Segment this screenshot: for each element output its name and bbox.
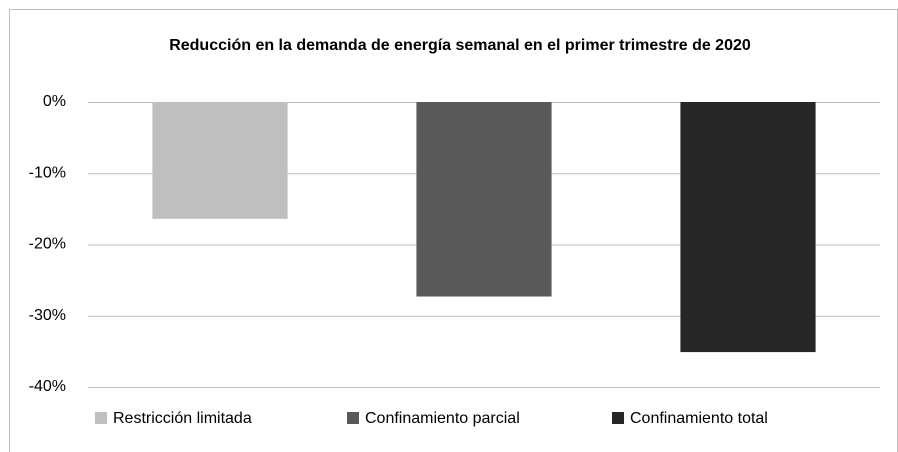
bar	[416, 102, 552, 297]
legend-swatch	[347, 412, 359, 424]
legend-swatch	[612, 412, 624, 424]
chart-title: Reducción en la demanda de energía seman…	[169, 37, 751, 54]
legend-swatch	[95, 412, 107, 424]
legend-label: Confinamiento parcial	[365, 410, 520, 427]
legend-label: Restricción limitada	[113, 410, 252, 427]
y-tick-label: -10%	[29, 164, 66, 181]
y-tick-label: -30%	[29, 307, 66, 324]
bar	[680, 102, 816, 353]
y-tick-label: 0%	[43, 93, 66, 110]
bar	[152, 102, 288, 219]
legend-label: Confinamiento total	[630, 410, 768, 427]
y-tick-label: -40%	[29, 378, 66, 395]
y-tick-label: -20%	[29, 236, 66, 253]
